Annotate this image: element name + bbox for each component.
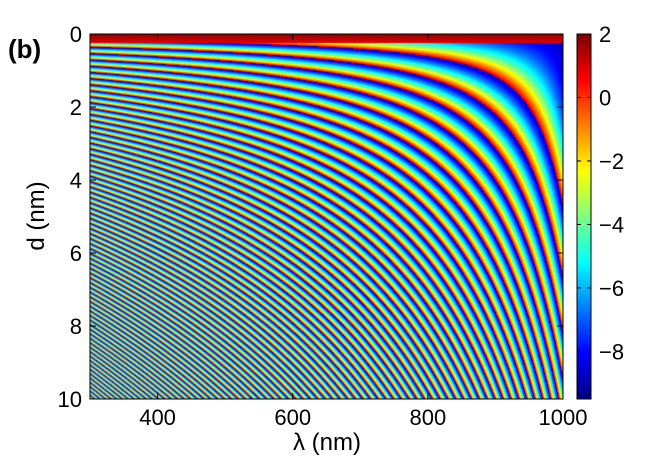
colorbar-tick-label: 0 bbox=[599, 85, 611, 110]
y-tick-label: 10 bbox=[58, 387, 82, 412]
colorbar-ticks: 2 0 −2 −4 −6 −8 bbox=[577, 22, 624, 364]
colorbar-tick-label: −4 bbox=[599, 212, 624, 237]
y-tick-label: 0 bbox=[70, 22, 82, 47]
colorbar-tick-label: −8 bbox=[599, 339, 624, 364]
colorbar-frame bbox=[576, 33, 592, 400]
x-tick-label: 400 bbox=[139, 405, 176, 430]
x-tick-label: 600 bbox=[274, 405, 311, 430]
y-ticks: 0 2 4 6 8 10 bbox=[58, 22, 563, 412]
panel-label: (b) bbox=[8, 34, 41, 64]
y-tick-label: 6 bbox=[70, 241, 82, 266]
plot-frame bbox=[89, 33, 564, 400]
colorbar-tick-label: 2 bbox=[599, 22, 611, 47]
y-axis-label: d (nm) bbox=[23, 181, 50, 250]
colorbar-tick-label: −6 bbox=[599, 276, 624, 301]
heatmap-plot-area bbox=[90, 34, 563, 399]
colorbar-tick-label: −2 bbox=[599, 149, 624, 174]
y-tick-label: 4 bbox=[70, 168, 82, 193]
y-tick-label: 8 bbox=[70, 314, 82, 339]
colorbar-gradient bbox=[577, 34, 591, 399]
x-tick-label: 1000 bbox=[539, 405, 588, 430]
y-tick-label: 2 bbox=[70, 95, 82, 120]
x-ticks: 400 600 800 1000 bbox=[139, 34, 587, 430]
x-axis-label: λ (nm) bbox=[293, 429, 361, 456]
x-tick-label: 800 bbox=[409, 405, 446, 430]
